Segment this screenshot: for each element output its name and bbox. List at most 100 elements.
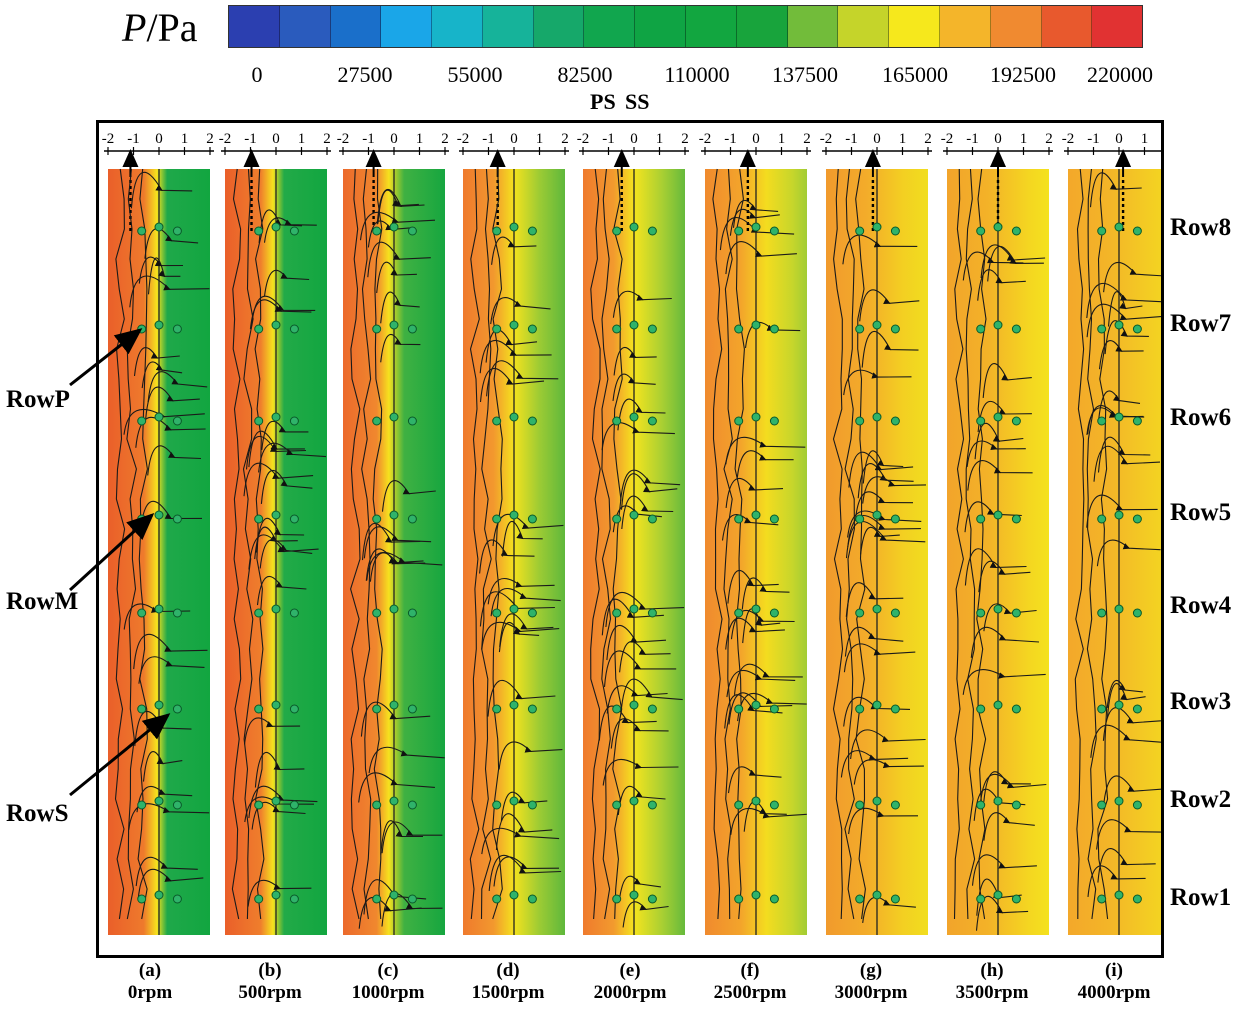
film-hole [1114, 320, 1124, 330]
film-hole [172, 324, 182, 334]
scale-tick-label: -1 [244, 131, 257, 147]
film-hole [629, 510, 639, 520]
film-hole [407, 324, 417, 334]
film-hole-row [976, 222, 1021, 236]
panel-caption: (g) 3000rpm [816, 960, 926, 1004]
row-s-label: RowS [6, 800, 69, 827]
film-hole [872, 510, 882, 520]
film-hole [872, 796, 882, 806]
film-hole [769, 514, 779, 524]
film-hole [734, 226, 744, 236]
panel-letter: (d) [496, 960, 520, 981]
film-hole-row [254, 890, 299, 904]
film-hole [1114, 604, 1124, 614]
film-hole-row [1097, 890, 1142, 904]
color-bar-segment [533, 6, 585, 47]
film-hole-row [612, 510, 657, 524]
film-hole [137, 416, 147, 426]
film-hole [612, 608, 622, 618]
film-hole [1011, 416, 1021, 426]
film-hole [254, 324, 264, 334]
film-hole [890, 894, 900, 904]
film-hole [612, 894, 622, 904]
ps-label: PS [590, 89, 616, 114]
row-m-label: RowM [6, 588, 79, 615]
streamlines [832, 168, 927, 923]
scale-tick-label: 0 [630, 131, 638, 147]
film-hole [527, 324, 537, 334]
scale-tick-label: -1 [602, 131, 615, 147]
film-hole [890, 416, 900, 426]
film-hole [872, 604, 882, 614]
film-hole-row [372, 320, 417, 334]
color-bar-segment [787, 6, 839, 47]
film-hole-row [855, 412, 900, 426]
film-hole [1097, 608, 1107, 618]
film-hole [629, 796, 639, 806]
film-hole-row [734, 700, 779, 714]
film-hole [1011, 704, 1021, 714]
scale-tick-label: 1 [656, 131, 664, 147]
panel-speed: 3000rpm [834, 982, 908, 1003]
film-hole [372, 226, 382, 236]
color-bar-segment [1041, 6, 1093, 47]
film-hole [289, 324, 299, 334]
film-hole [751, 222, 761, 232]
film-hole-row [1097, 412, 1142, 426]
film-hole-row [492, 604, 537, 618]
film-hole [872, 700, 882, 710]
film-hole [509, 890, 519, 900]
film-hole [389, 796, 399, 806]
panel-caption: (a) 0rpm [95, 960, 205, 1004]
film-hole [372, 894, 382, 904]
film-hole-row [254, 222, 299, 236]
film-hole [1132, 416, 1142, 426]
film-hole [1132, 894, 1142, 904]
film-hole [629, 890, 639, 900]
film-hole [254, 608, 264, 618]
film-hole [172, 800, 182, 810]
film-hole [172, 226, 182, 236]
film-hole-row [612, 412, 657, 426]
figure-frame: -2 -1 0 1 2 -2 -1 0 1 2 -2 -1 0 1 2 -2 -1 0 1 2 -2 -1 0 1 2 -2 -1 0… [96, 120, 1174, 958]
film-hole-row [734, 412, 779, 426]
scale-tick-label: -2 [457, 131, 470, 147]
film-hole [289, 800, 299, 810]
legend-symbol: P [122, 5, 147, 50]
scale-tick-label: 0 [272, 131, 280, 147]
legend-title: P/Pa [122, 4, 198, 52]
panel-letter: (b) [258, 960, 282, 981]
film-hole-row [734, 796, 779, 810]
film-hole [172, 608, 182, 618]
panel-speed: 4000rpm [1077, 982, 1151, 1003]
film-hole [254, 894, 264, 904]
film-hole [492, 894, 502, 904]
streamline-panels: -2 -1 0 1 2 -2 -1 0 1 2 -2 -1 0 1 2 -2 -1 0 1 2 -2 -1 0 1 2 -2 -1 0… [102, 131, 1174, 935]
film-hole-row [492, 320, 537, 334]
film-hole [271, 222, 281, 232]
scale-tick-label: -2 [102, 131, 115, 147]
film-hole-row [612, 222, 657, 236]
film-hole-row [372, 890, 417, 904]
film-hole [993, 412, 1003, 422]
film-hole-row [492, 412, 537, 426]
film-hole [734, 800, 744, 810]
film-hole [1114, 222, 1124, 232]
film-hole [976, 704, 986, 714]
film-hole-row [976, 890, 1021, 904]
film-hole [647, 324, 657, 334]
film-hole [855, 894, 865, 904]
film-hole [976, 416, 986, 426]
color-bar-segment [1092, 6, 1143, 47]
film-hole [976, 324, 986, 334]
film-hole-row [254, 700, 299, 714]
film-hole [629, 700, 639, 710]
film-hole-row [855, 510, 900, 524]
film-hole [137, 226, 147, 236]
color-bar-tick-label: 55000 [447, 62, 503, 87]
film-hole [509, 510, 519, 520]
film-hole [154, 510, 164, 520]
film-hole-row [855, 700, 900, 714]
